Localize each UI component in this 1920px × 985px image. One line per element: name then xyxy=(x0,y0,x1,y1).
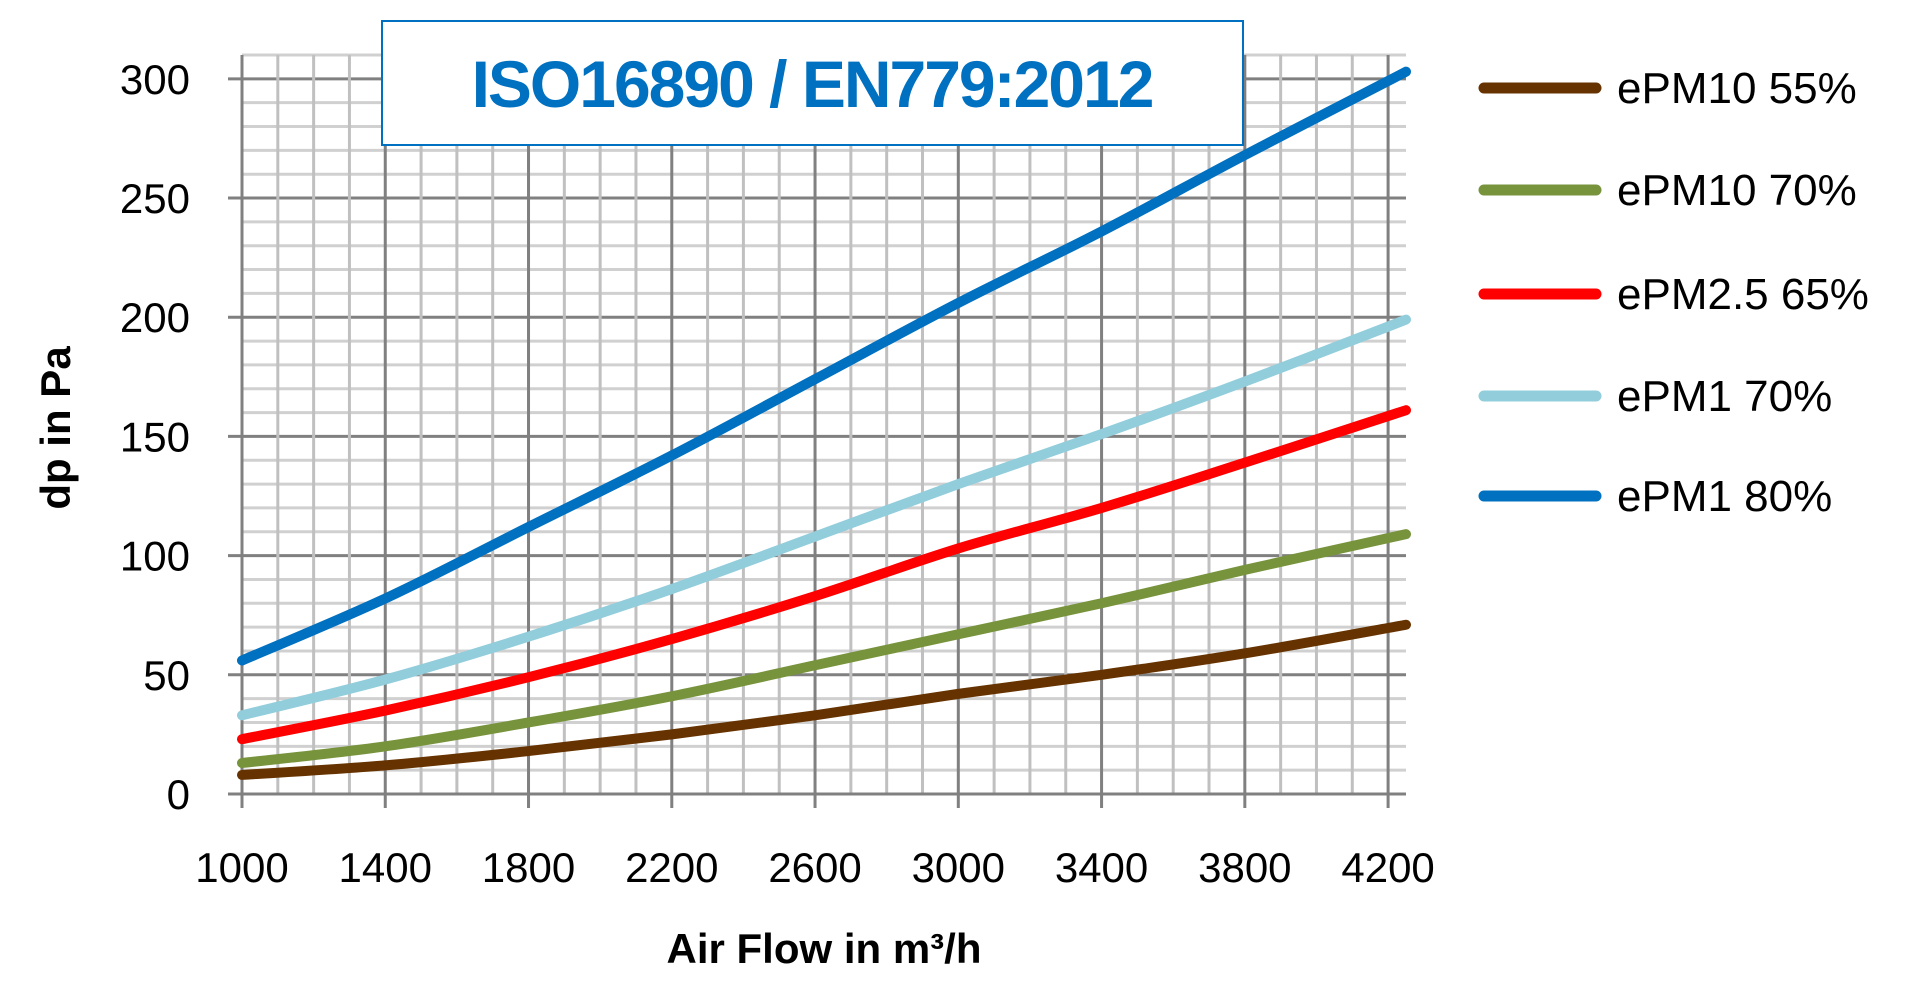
legend-label: ePM10 70% xyxy=(1617,166,1857,215)
legend-item: ePM1 80% xyxy=(1478,472,1832,521)
y-tick-label: 100 xyxy=(120,533,190,580)
series-lines xyxy=(237,66,1411,780)
series-line xyxy=(237,314,1411,721)
y-tick-label: 300 xyxy=(120,56,190,103)
series-line xyxy=(237,619,1411,780)
y-tick-label: 50 xyxy=(143,652,190,699)
x-tick-label: 2200 xyxy=(625,844,718,891)
series-line xyxy=(237,405,1411,745)
title-box: ISO16890 / EN779:2012 xyxy=(381,20,1244,146)
series-line xyxy=(237,529,1411,769)
y-tick-label: 200 xyxy=(120,294,190,341)
legend-label: ePM2.5 65% xyxy=(1617,270,1869,319)
legend-item: ePM1 70% xyxy=(1478,372,1832,421)
x-axis-ticks: 1000 1400 1800 2200 2600 3000 3400 3800 4200 xyxy=(195,844,1435,891)
legend: ePM10 55% ePM10 70% ePM2.5 65% ePM1 70% ePM1… xyxy=(1478,64,1869,521)
x-tick-label: 1000 xyxy=(195,844,288,891)
y-axis-ticks: 0 50 100 150 200 250 300 xyxy=(120,56,190,818)
chart-title: ISO16890 / EN779:2012 xyxy=(472,47,1153,121)
legend-label: ePM1 80% xyxy=(1617,472,1832,521)
y-tick-label: 0 xyxy=(167,771,190,818)
legend-item: ePM10 70% xyxy=(1478,166,1857,215)
legend-label: ePM10 55% xyxy=(1617,64,1857,113)
y-tick-label: 250 xyxy=(120,175,190,222)
legend-item: ePM10 55% xyxy=(1478,64,1857,113)
x-tick-label: 3800 xyxy=(1198,844,1291,891)
x-tick-label: 2600 xyxy=(768,844,861,891)
x-tick-label: 3000 xyxy=(912,844,1005,891)
x-tick-label: 1800 xyxy=(482,844,575,891)
x-tick-label: 1400 xyxy=(339,844,432,891)
y-axis-label: dp in Pa xyxy=(32,346,79,510)
x-tick-label: 4200 xyxy=(1341,844,1434,891)
series-line xyxy=(237,66,1411,666)
legend-label: ePM1 70% xyxy=(1617,372,1832,421)
x-tick-label: 3400 xyxy=(1055,844,1148,891)
x-axis-label: Air Flow in m³/h xyxy=(667,925,982,972)
y-tick-label: 150 xyxy=(120,413,190,460)
legend-item: ePM2.5 65% xyxy=(1478,270,1869,319)
